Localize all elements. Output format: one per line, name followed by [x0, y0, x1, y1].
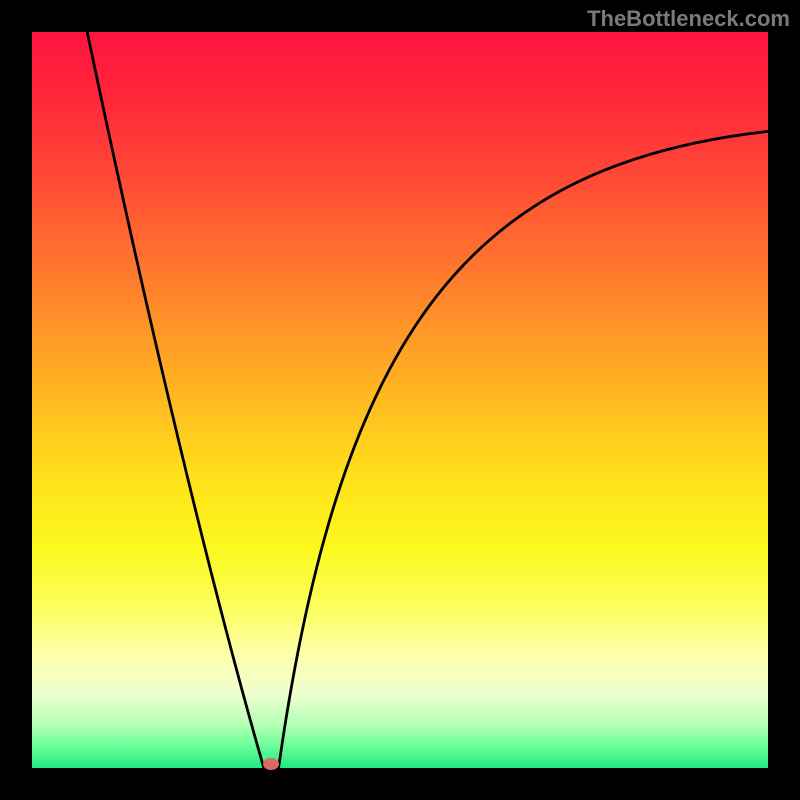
watermark-label: TheBottleneck.com [587, 6, 790, 32]
plot-gradient-background [32, 32, 768, 768]
chart-container: TheBottleneck.com [0, 0, 800, 800]
minimum-marker [263, 758, 279, 770]
